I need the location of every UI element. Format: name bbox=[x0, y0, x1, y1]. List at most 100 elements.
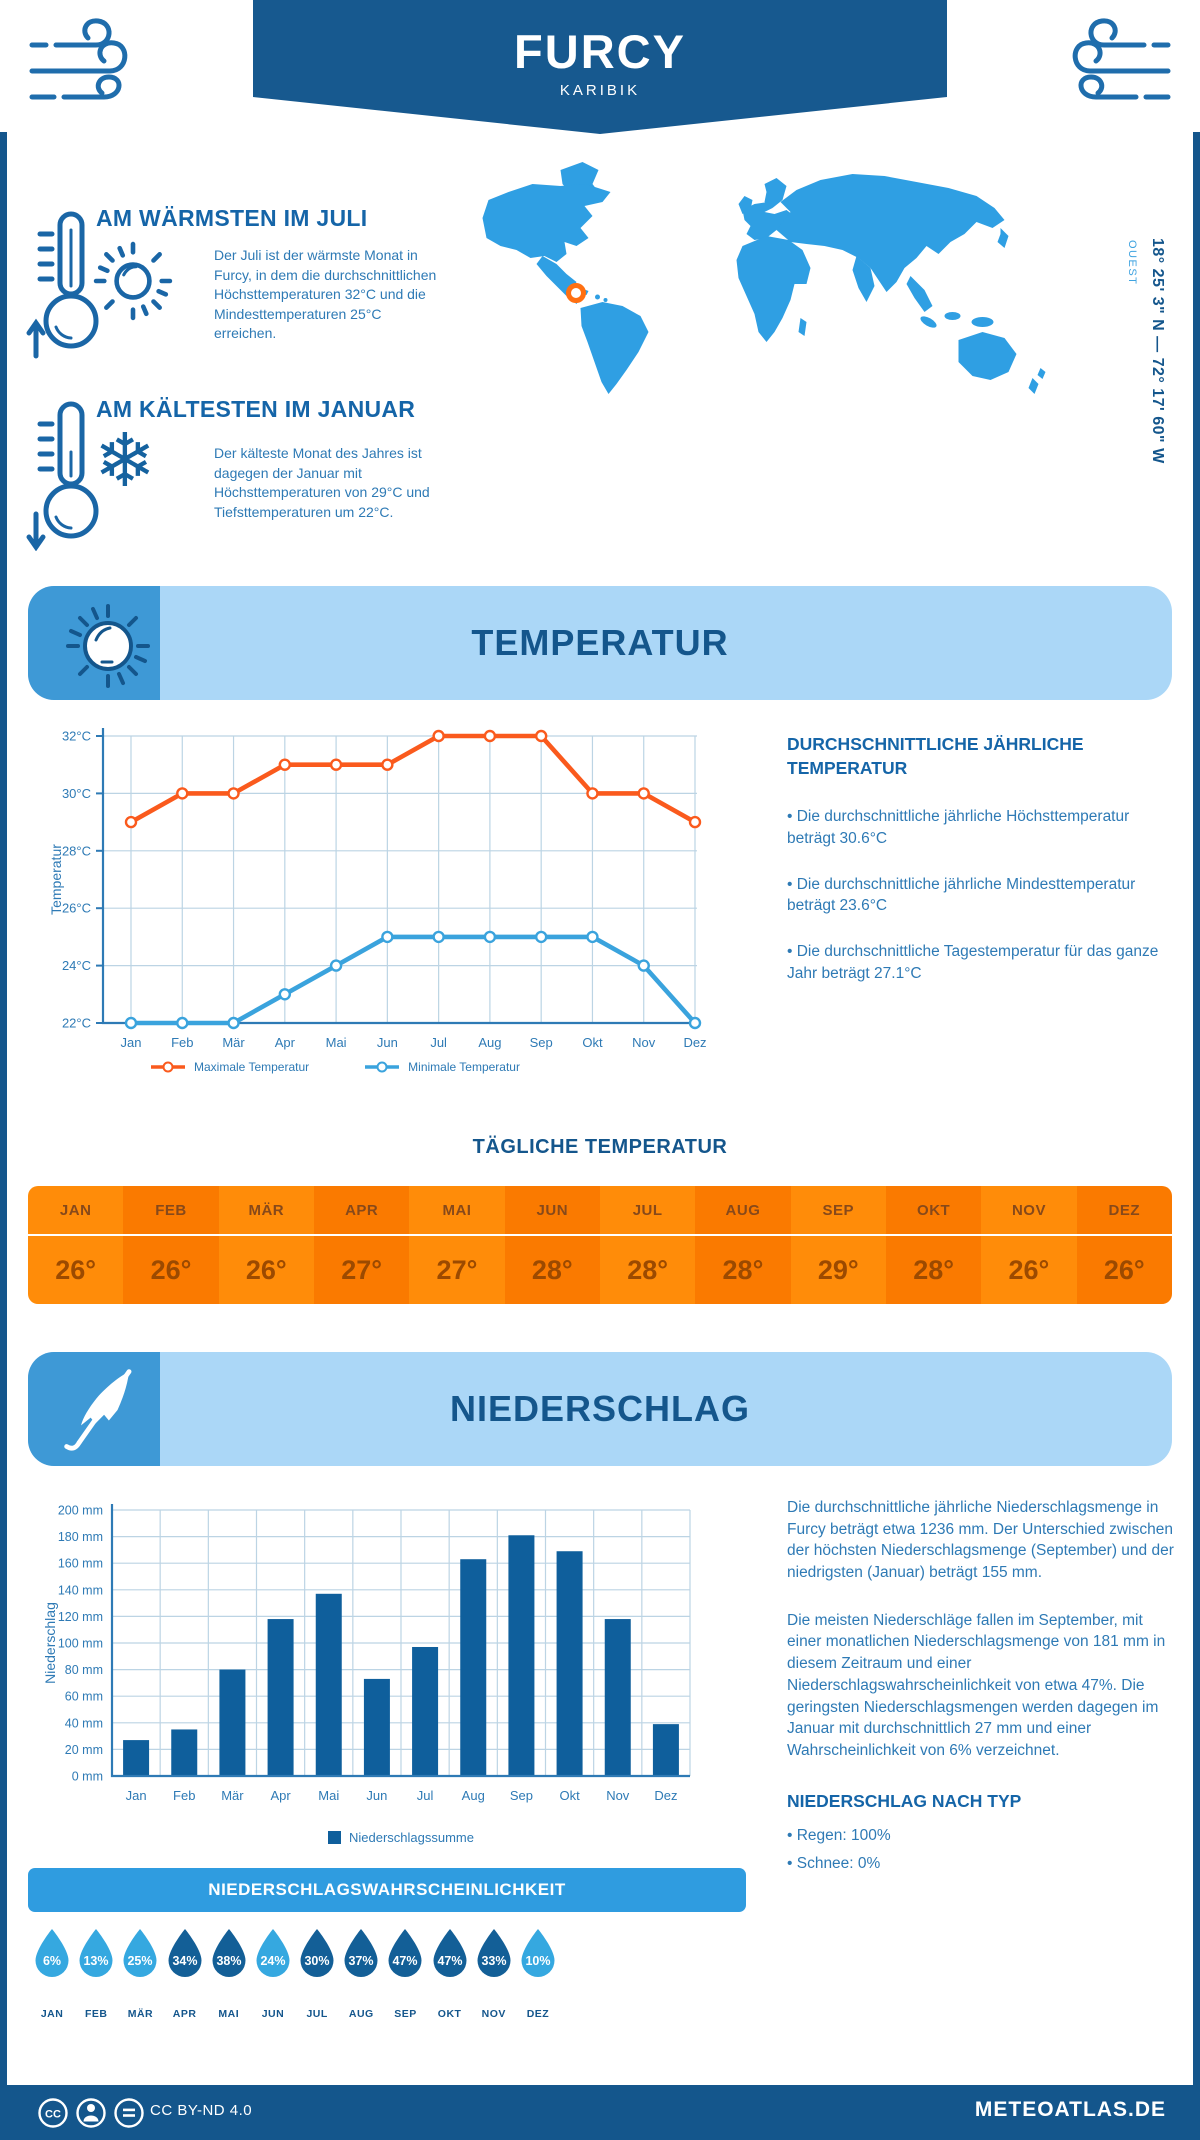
thermometer-down-icon bbox=[26, 401, 99, 551]
snow-bullet: • Schnee: 0% bbox=[787, 1854, 881, 1872]
precip-x-label: Jan bbox=[126, 1788, 147, 1803]
probability-value: 25% bbox=[128, 1954, 153, 1968]
point-min-Okt bbox=[586, 930, 599, 944]
probability-month: SEP bbox=[394, 2008, 417, 2020]
daily-temp-month: OKT bbox=[885, 1186, 982, 1236]
droplet-icon: 47% bbox=[388, 1929, 422, 1977]
precip-x-label: Nov bbox=[606, 1788, 630, 1803]
temperature-chart-legend: Maximale Temperatur Minimale Temperatur bbox=[150, 1060, 520, 1074]
point-max-Jun bbox=[381, 758, 394, 771]
temp-x-label: Jul bbox=[430, 1035, 447, 1050]
point-max-Okt bbox=[586, 787, 599, 800]
svg-text:28°C: 28°C bbox=[62, 843, 91, 858]
probability-month: JUL bbox=[306, 2008, 328, 2020]
bar-Jul bbox=[412, 1646, 439, 1776]
svg-text:80 mm: 80 mm bbox=[65, 1663, 103, 1677]
bar-Nov bbox=[604, 1619, 631, 1776]
point-max-Feb bbox=[176, 787, 189, 800]
probability-cell-APR: 34% APR bbox=[163, 1928, 207, 2020]
umbrella-badge-icon bbox=[64, 1369, 132, 1451]
bar-Dez bbox=[652, 1724, 679, 1776]
temp-x-label: Sep bbox=[530, 1035, 553, 1050]
coldest-title: AM KÄLTESTEN IM JANUAR bbox=[96, 396, 416, 422]
point-min-Jan bbox=[124, 1016, 138, 1030]
probability-month: MÄR bbox=[127, 2008, 154, 2020]
daily-temp-month: FEB bbox=[123, 1186, 219, 1236]
min-line-swatch bbox=[365, 1061, 400, 1073]
daily-temp-month: JUN bbox=[504, 1186, 600, 1236]
daily-temp-column-AUG: AUG 28° bbox=[695, 1186, 791, 1304]
probability-cell-JUN: 24% JUN bbox=[251, 1928, 295, 2020]
point-min-Apr bbox=[278, 988, 292, 1001]
bar-Jun bbox=[363, 1678, 390, 1776]
legend-precipitation-label: Niederschlagssumme bbox=[349, 1830, 474, 1845]
point-min-Jul bbox=[432, 930, 445, 944]
annual-temperature-block: DURCHSCHNITTLICHE JÄHRLICHE TEMPERATUR •… bbox=[787, 733, 1175, 1008]
droplet-icon: 25% bbox=[123, 1929, 157, 1977]
point-max-Apr bbox=[278, 758, 292, 771]
daily-temp-month: DEZ bbox=[1076, 1186, 1172, 1236]
wind-icon-left bbox=[29, 18, 128, 100]
bar-Jan bbox=[123, 1740, 150, 1776]
precip-y-axis-title: Niederschlag bbox=[42, 1602, 58, 1684]
daily-temp-month: SEP bbox=[790, 1186, 886, 1236]
cc-icon bbox=[38, 2098, 68, 2128]
droplet-icon: 13% bbox=[79, 1929, 113, 1977]
daily-temp-column-MAI: MAI 27° bbox=[409, 1186, 505, 1304]
license-icons: CC bbox=[38, 2098, 144, 2128]
droplet-icon: 37% bbox=[344, 1929, 378, 1977]
svg-text:20 mm: 20 mm bbox=[65, 1743, 103, 1757]
snowflake-icon: ❄ bbox=[94, 418, 157, 504]
page-subtitle: KARIBIK bbox=[559, 82, 641, 99]
precipitation-chart-legend: Niederschlagssumme bbox=[112, 1830, 690, 1845]
svg-text:26°C: 26°C bbox=[62, 901, 91, 916]
point-min-Mai bbox=[329, 959, 343, 972]
legend-min-label: Minimale Temperatur bbox=[408, 1060, 520, 1074]
svg-text:CC: CC bbox=[45, 2109, 61, 2121]
point-max-Aug bbox=[483, 729, 497, 743]
probability-month: APR bbox=[172, 2008, 197, 2020]
droplet-icon: 24% bbox=[256, 1929, 290, 1977]
bar-Okt bbox=[556, 1551, 583, 1776]
temp-x-label: Mai bbox=[326, 1035, 347, 1050]
daily-temp-value: 28° bbox=[627, 1254, 669, 1285]
point-min-Sep bbox=[534, 930, 548, 944]
probability-value: 37% bbox=[349, 1954, 374, 1968]
sun-badge-icon bbox=[66, 604, 150, 688]
warmest-text: Der Juli ist der wärmste Monat in Furcy,… bbox=[214, 247, 437, 342]
svg-text:30°C: 30°C bbox=[62, 786, 91, 801]
probability-value: 24% bbox=[260, 1954, 285, 1968]
point-max-Mai bbox=[329, 758, 343, 771]
probability-cell-MÄR: 25% MÄR bbox=[118, 1928, 162, 2020]
probability-month: AUG bbox=[348, 2008, 374, 2020]
probability-value: 6% bbox=[43, 1954, 61, 1968]
daily-temp-column-SEP: SEP 29° bbox=[790, 1186, 886, 1304]
point-max-Jan bbox=[124, 815, 138, 829]
droplet-icon: 10% bbox=[521, 1929, 555, 1977]
probability-month: MAI bbox=[218, 2008, 240, 2020]
point-min-Nov bbox=[637, 959, 650, 972]
droplet-icon: 47% bbox=[433, 1929, 467, 1977]
daily-temp-value: 26° bbox=[150, 1254, 192, 1285]
point-min-Dez bbox=[688, 1016, 702, 1030]
footer bbox=[0, 2085, 1200, 2140]
bar-Apr bbox=[267, 1619, 294, 1776]
daily-temp-column-OKT: OKT 28° bbox=[885, 1186, 982, 1304]
probability-value: 47% bbox=[437, 1954, 462, 1968]
probability-month: DEZ bbox=[526, 2008, 550, 2020]
line-min bbox=[131, 934, 697, 1026]
daily-temp-value: 27° bbox=[341, 1254, 383, 1285]
no-derivatives-icon bbox=[114, 2098, 144, 2128]
daily-temp-value: 26° bbox=[245, 1254, 287, 1285]
daily-temp-value: 28° bbox=[913, 1254, 955, 1285]
probability-value: 33% bbox=[481, 1954, 506, 1968]
svg-text:32°C: 32°C bbox=[62, 729, 91, 744]
probability-cell-AUG: 37% AUG bbox=[339, 1928, 383, 2020]
annual-min-bullet: • Die durchschnittliche jährliche Mindes… bbox=[787, 875, 1136, 915]
daily-temp-value: 28° bbox=[722, 1254, 764, 1285]
probability-cell-MAI: 38% MAI bbox=[207, 1928, 251, 2020]
svg-text:180 mm: 180 mm bbox=[58, 1530, 103, 1544]
svg-text:200 mm: 200 mm bbox=[58, 1504, 103, 1518]
legend-precipitation-sum: Niederschlagssumme bbox=[328, 1830, 474, 1845]
